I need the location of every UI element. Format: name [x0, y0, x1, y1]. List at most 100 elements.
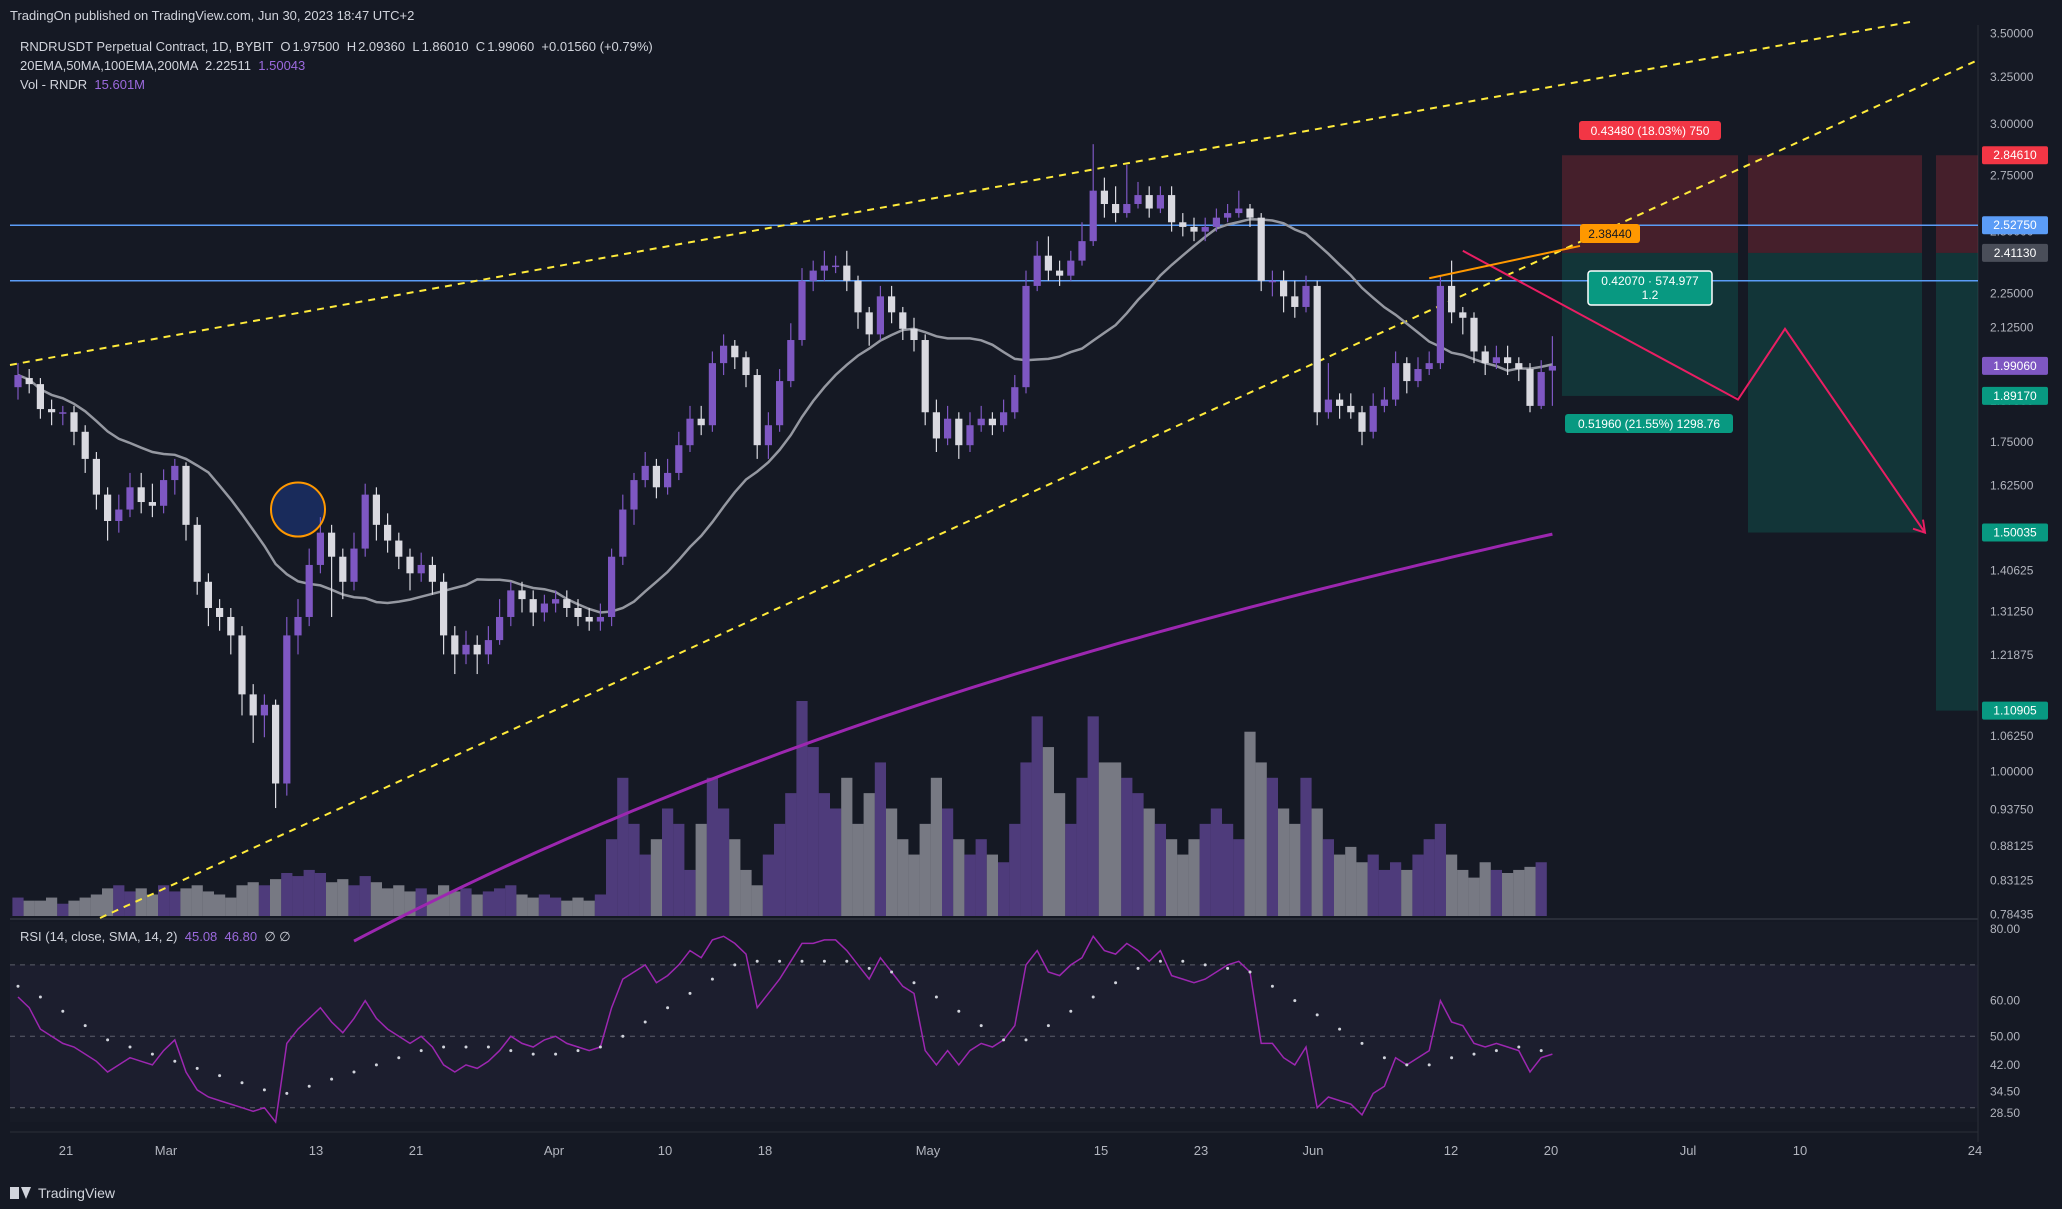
volume-bar	[124, 891, 136, 916]
volume-bar	[505, 885, 517, 916]
candle	[361, 483, 369, 557]
price-tick-label: 1.62500	[1990, 478, 2034, 492]
candle	[1302, 275, 1310, 313]
rsi-tick-label: 60.00	[1990, 994, 2020, 1008]
price-tick-label: 0.88125	[1990, 839, 2034, 853]
time-tick-label: Jun	[1303, 1143, 1324, 1158]
candle-body	[104, 494, 112, 521]
volume-bar	[1009, 823, 1021, 916]
time-tick-label: Mar	[155, 1143, 178, 1158]
candle	[731, 340, 739, 370]
time-tick-label: 10	[658, 1143, 672, 1158]
time-tick-label: 15	[1094, 1143, 1108, 1158]
candle-body	[955, 418, 963, 446]
rsi-ma-dot	[800, 959, 804, 963]
candle	[1000, 399, 1008, 432]
volume-bar	[1154, 823, 1166, 916]
candle	[160, 469, 168, 514]
candle	[1011, 375, 1019, 419]
candle-body	[798, 280, 806, 341]
candle-body	[776, 381, 784, 426]
candle	[204, 573, 212, 627]
volume-bar	[1334, 854, 1346, 916]
volume-bar	[471, 894, 483, 916]
rsi-ma-dot	[442, 1045, 446, 1049]
candle	[574, 599, 582, 627]
candle	[876, 285, 884, 341]
volume-bar	[729, 839, 741, 916]
volume-bar	[359, 876, 371, 916]
projection-path	[1462, 249, 1926, 534]
candle-body	[1380, 399, 1388, 406]
candle	[260, 694, 268, 738]
rsi-line	[17, 934, 1553, 1124]
rsi-ma-dot	[867, 966, 871, 970]
rsi-ma-dots	[16, 959, 1543, 1095]
candle	[899, 306, 907, 341]
volume-bar	[1356, 862, 1368, 916]
price-tag: 2.84610	[1982, 146, 2048, 165]
candle-body	[910, 328, 918, 341]
candle	[552, 590, 560, 613]
volume-bar	[1054, 793, 1066, 916]
candle	[1380, 387, 1388, 413]
volume-bar	[1199, 823, 1211, 916]
rsi-extra: ∅ ∅	[264, 929, 291, 944]
candle-body	[1123, 204, 1131, 214]
candle	[238, 626, 246, 716]
rsi-ma-dot	[890, 970, 894, 974]
rsi-ma-dot	[598, 1045, 602, 1049]
rsi-ma-dot	[173, 1059, 177, 1063]
volume-bar	[1434, 823, 1446, 916]
rsi-ma-dot	[778, 959, 782, 963]
candle-body	[1336, 399, 1344, 406]
published-line: TradingOn published on TradingView.com, …	[10, 8, 415, 23]
volume-bar	[1233, 839, 1245, 916]
volume-bar	[90, 894, 102, 916]
volume-bar	[1468, 877, 1480, 916]
candle-body	[484, 640, 492, 655]
candle-body	[832, 265, 840, 268]
candle-body	[1044, 255, 1052, 271]
candle	[1168, 186, 1176, 232]
rsi-tick-label: 34.50	[1990, 1085, 2020, 1099]
risk-label-text: 0.43480 (18.03%) 750	[1591, 124, 1710, 138]
candle	[585, 607, 593, 631]
price-tag: 2.52750	[1982, 216, 2048, 235]
candle	[865, 306, 873, 346]
candle	[764, 412, 772, 459]
volume-bar	[1367, 854, 1379, 916]
rsi-ma-dot	[822, 959, 826, 963]
candle	[36, 378, 44, 419]
candle-body	[1414, 369, 1422, 382]
candle	[1100, 177, 1108, 218]
candle-body	[1089, 190, 1097, 242]
candle	[630, 472, 638, 525]
candle-body	[1100, 190, 1108, 205]
open-value: 1.97500	[292, 39, 340, 54]
candle	[182, 462, 190, 541]
candle	[776, 369, 784, 432]
volume-bar	[326, 882, 338, 916]
volume-bar	[1177, 854, 1189, 916]
candle	[1022, 270, 1030, 394]
rsi-ma-dot	[486, 1045, 490, 1049]
candle-body	[753, 375, 761, 446]
price-tick-label: 1.06250	[1990, 729, 2034, 743]
rsi-ma-dot	[1338, 1027, 1342, 1031]
candle-body	[339, 556, 347, 582]
price-tag-bg	[1982, 523, 2048, 542]
candle-body	[1134, 195, 1142, 205]
volume-bar	[830, 808, 842, 916]
volume-bar	[796, 701, 808, 916]
brand-name: TradingView	[38, 1185, 116, 1201]
volume-bar	[135, 888, 147, 916]
candle	[1257, 213, 1265, 292]
price-tag-text: 2.84610	[1993, 148, 2037, 162]
volume-bar	[807, 747, 819, 916]
volume-bar	[247, 882, 259, 916]
candle-body	[1481, 351, 1489, 364]
price-tick-label: 0.78435	[1990, 908, 2034, 922]
